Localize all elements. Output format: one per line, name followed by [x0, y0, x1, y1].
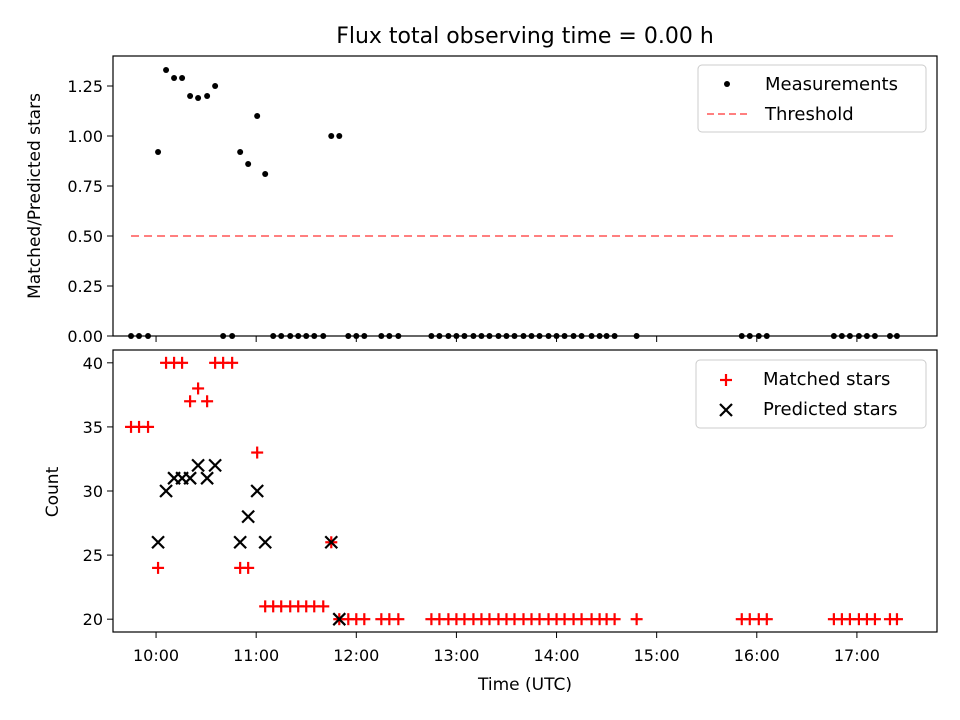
measurements-point: [163, 67, 170, 73]
legend-measurements-label: Measurements: [765, 74, 898, 95]
top-y-tick-label: 0.75: [67, 177, 103, 196]
matched-stars-point: [176, 356, 189, 369]
bottom-x-axis-label: Time (UTC): [477, 675, 572, 695]
top-y-tick-label: 0.25: [67, 277, 103, 296]
predicted-stars-point: [250, 484, 264, 498]
top-y-tick-label: 1.25: [67, 77, 103, 96]
predicted-stars-point: [191, 458, 205, 473]
bottom-plot-frame: [112, 349, 938, 633]
bottom-x-tick-label: 17:00: [834, 646, 880, 665]
bottom-x-tick-label: 14:00: [533, 646, 579, 665]
bottom-y-tick-label: 35: [83, 418, 103, 437]
measurements-point: [254, 113, 261, 119]
measurements-point: [237, 149, 244, 155]
legend-measurements-marker: [724, 81, 730, 87]
measurements-point: [155, 149, 162, 155]
matched-stars-point: [392, 613, 405, 626]
matched-stars-point: [608, 613, 621, 626]
matched-stars-point: [868, 613, 881, 626]
bottom-y-tick-label: 20: [83, 610, 103, 629]
predicted-stars-point: [183, 471, 197, 485]
matched-stars-point: [317, 600, 330, 613]
measurements-point: [204, 93, 211, 99]
bottom-legend-box: [695, 359, 927, 429]
predicted-stars-point: [208, 458, 222, 473]
predicted-stars-point: [332, 612, 347, 626]
bottom-y-tick-label: 40: [83, 354, 103, 373]
top-y-tick-label: 0.50: [67, 227, 103, 246]
legend-matched-stars-label: Matched stars: [763, 369, 890, 390]
predicted-stars-point: [151, 535, 165, 550]
measurements-point: [262, 171, 269, 177]
measurements-point: [179, 75, 186, 81]
measurements-point: [195, 95, 202, 101]
bottom-y-axis-label: Count: [43, 466, 63, 517]
legend-predicted-stars-label: Predicted stars: [763, 399, 897, 420]
matched-stars-point: [575, 613, 588, 626]
predicted-stars-point: [324, 535, 339, 550]
predicted-stars-point: [159, 484, 173, 498]
top-plot-frame: [112, 55, 938, 337]
top-legend: Measurements Threshold: [697, 64, 927, 133]
bottom-x-tick-label: 12:00: [333, 646, 379, 665]
measurements-point: [328, 133, 335, 139]
bottom-x-tick-label: 11:00: [233, 646, 279, 665]
measurements-point: [171, 75, 178, 81]
bottom-y-tick-label: 30: [83, 482, 103, 501]
bottom-legend: Matched stars Predicted stars: [695, 359, 927, 429]
matched-stars-point: [226, 356, 239, 369]
predicted-stars-point: [233, 535, 247, 550]
top-y-tick-label: 1.00: [67, 127, 103, 146]
matched-stars-point: [358, 613, 371, 626]
matched-stars-point: [152, 561, 165, 574]
matched-stars-point: [630, 613, 643, 626]
predicted-stars-point: [241, 509, 255, 524]
measurements-point: [336, 133, 343, 139]
bottom-x-tick-label: 13:00: [433, 646, 479, 665]
legend-predicted-stars-marker: [719, 403, 733, 417]
top-legend-box: [697, 64, 927, 133]
matched-stars-point: [251, 446, 264, 459]
bottom-x-tick-label: 15:00: [634, 646, 680, 665]
matched-stars-point: [242, 561, 255, 574]
measurements-point: [187, 93, 194, 99]
legend-matched-stars-marker: [720, 374, 732, 386]
matched-stars-point: [890, 613, 903, 626]
top-chart-title: Flux total observing time = 0.00 h: [336, 24, 714, 49]
matched-stars-point: [192, 382, 205, 395]
matched-stars-point: [184, 395, 197, 408]
matched-stars-point: [142, 420, 155, 433]
matched-stars-point: [760, 613, 773, 626]
top-y-axis-label: Matched/Predicted stars: [25, 93, 45, 299]
bottom-x-tick-label: 16:00: [734, 646, 780, 665]
predicted-stars-point: [258, 535, 272, 550]
bottom-x-tick-label: 10:00: [133, 646, 179, 665]
measurements-point: [212, 83, 219, 89]
bottom-y-tick-label: 25: [83, 546, 103, 565]
matched-stars-point: [201, 395, 214, 408]
measurements-point: [245, 161, 252, 167]
legend-threshold-label: Threshold: [764, 104, 854, 125]
top-y-tick-label: 0.00: [67, 327, 103, 346]
predicted-stars-point: [200, 471, 214, 485]
